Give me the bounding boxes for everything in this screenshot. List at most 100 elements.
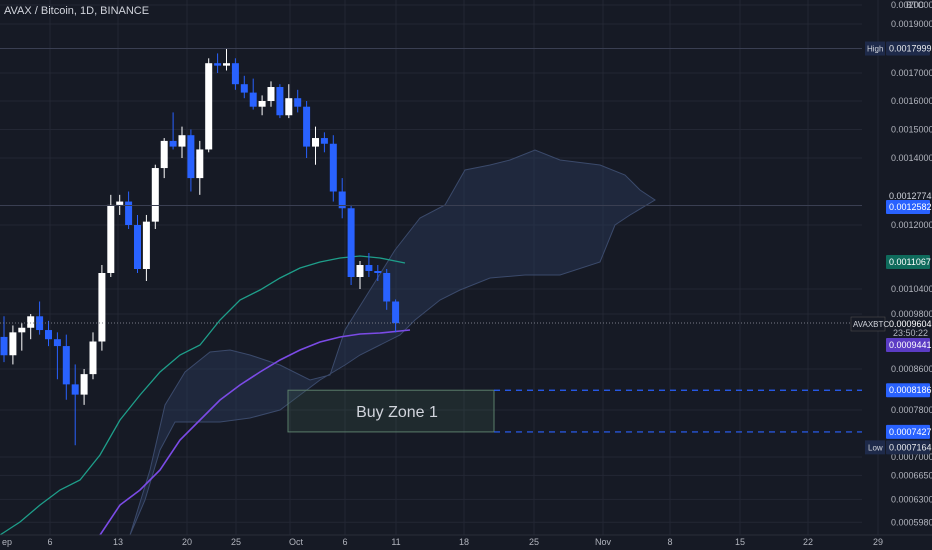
candle[interactable] <box>347 204 355 285</box>
candle[interactable] <box>27 314 35 340</box>
candle[interactable] <box>98 265 106 351</box>
candle[interactable] <box>187 129 195 192</box>
candle[interactable] <box>231 58 239 90</box>
candle-body <box>312 138 319 147</box>
candle[interactable] <box>142 214 150 281</box>
candle-body <box>240 84 248 93</box>
buy-zone-box[interactable] <box>287 389 495 433</box>
low-tag: Low <box>868 443 883 452</box>
candle[interactable] <box>249 78 257 110</box>
candle[interactable] <box>0 316 8 363</box>
y-tick-label: 0.0016000 <box>891 96 932 106</box>
low-price-label: 0.0007164 <box>886 440 932 455</box>
candle[interactable] <box>303 101 311 158</box>
candle-body <box>347 208 355 277</box>
high-price-label: 0.0017999 <box>886 41 932 56</box>
candle-body <box>178 135 186 147</box>
candle-body <box>151 168 159 222</box>
candle[interactable] <box>196 140 204 195</box>
candle[interactable] <box>178 126 186 158</box>
candle[interactable] <box>383 269 391 310</box>
candle[interactable] <box>356 261 364 289</box>
y-tick-label: 0.0014000 <box>891 153 932 163</box>
x-tick-label: Nov <box>595 537 612 547</box>
candle-body <box>392 301 400 324</box>
candle[interactable] <box>320 132 328 153</box>
candle[interactable] <box>80 369 88 405</box>
candle-body <box>205 63 213 150</box>
candle[interactable] <box>18 323 26 351</box>
ema-fast-value-bg <box>886 255 930 269</box>
candle[interactable] <box>45 320 52 347</box>
candle-body <box>276 87 284 116</box>
candle[interactable] <box>107 194 115 277</box>
candle-body <box>249 92 257 107</box>
candle[interactable] <box>62 334 70 400</box>
price-lines <box>0 48 862 324</box>
y-tick-label: 0.0007000 <box>891 452 932 462</box>
time-axis: ep 6 13 20 25 Oct 6 11 18 25 Nov 8 15 22 29 <box>0 534 932 547</box>
candle[interactable] <box>276 84 284 119</box>
candle-body <box>223 63 230 66</box>
candle[interactable] <box>71 364 79 446</box>
candle[interactable] <box>338 178 346 219</box>
candle[interactable] <box>89 332 97 380</box>
candle[interactable] <box>116 194 124 215</box>
buy-zone-label: Buy Zone 1 <box>356 404 438 421</box>
candle-body <box>303 106 311 147</box>
candle[interactable] <box>258 95 266 116</box>
candle-body <box>53 339 61 347</box>
low-price-label-bg <box>886 440 930 455</box>
buy-zone[interactable]: Buy Zone 1 <box>287 389 862 433</box>
candle-body <box>258 101 266 107</box>
countdown-label: 23:50:22 <box>893 328 928 338</box>
chart-title: AVAX / Bitcoin, 1D, BINANCE <box>4 5 149 17</box>
x-tick-label: 29 <box>873 537 883 547</box>
candle[interactable] <box>267 81 275 107</box>
candle[interactable] <box>285 84 293 119</box>
price-label-a-text: 0.0012774 <box>889 191 932 201</box>
candle-body <box>71 384 79 395</box>
candle[interactable] <box>214 53 222 73</box>
ema-fast-value-text: 0.0011067 <box>889 257 931 267</box>
candle[interactable] <box>294 89 302 113</box>
candle[interactable] <box>160 138 168 179</box>
x-tick-label: 18 <box>459 537 469 547</box>
candle[interactable] <box>223 48 230 71</box>
x-tick-label: 6 <box>342 537 347 547</box>
x-tick-label: 8 <box>667 537 672 547</box>
candle-body <box>285 98 293 116</box>
price-label-b-bg <box>886 200 930 214</box>
candle-body <box>160 140 168 169</box>
high-tag-bg <box>865 41 885 56</box>
candle-body <box>80 374 88 395</box>
candle-body <box>18 327 26 333</box>
candle-body <box>320 138 328 144</box>
candle[interactable] <box>151 164 159 229</box>
candle[interactable] <box>312 126 319 165</box>
candle[interactable] <box>329 135 337 202</box>
zone-top-value: 0.0008186 <box>886 383 932 398</box>
candle[interactable] <box>240 75 248 99</box>
y-tick-label: 0.0009800 <box>891 309 932 319</box>
zone-bottom-value-bg <box>886 424 930 439</box>
candle[interactable] <box>53 332 61 380</box>
candle[interactable] <box>374 265 382 281</box>
candle-body <box>116 201 124 205</box>
y-tick-label: 0.0019000 <box>891 19 932 29</box>
ema-fast-value: 0.0011067 <box>886 255 931 269</box>
candle[interactable] <box>134 214 141 273</box>
candle-body <box>338 191 346 209</box>
candle[interactable] <box>205 58 213 153</box>
candle[interactable] <box>392 299 400 333</box>
candle[interactable] <box>365 253 373 277</box>
candle[interactable] <box>9 325 17 365</box>
candle[interactable] <box>125 191 133 230</box>
x-tick-label: ep <box>2 537 12 547</box>
candles[interactable] <box>0 48 400 446</box>
price-label-a-bg <box>886 189 930 203</box>
candle[interactable] <box>169 112 177 150</box>
high-price-label-text: 0.0017999 <box>889 44 932 54</box>
